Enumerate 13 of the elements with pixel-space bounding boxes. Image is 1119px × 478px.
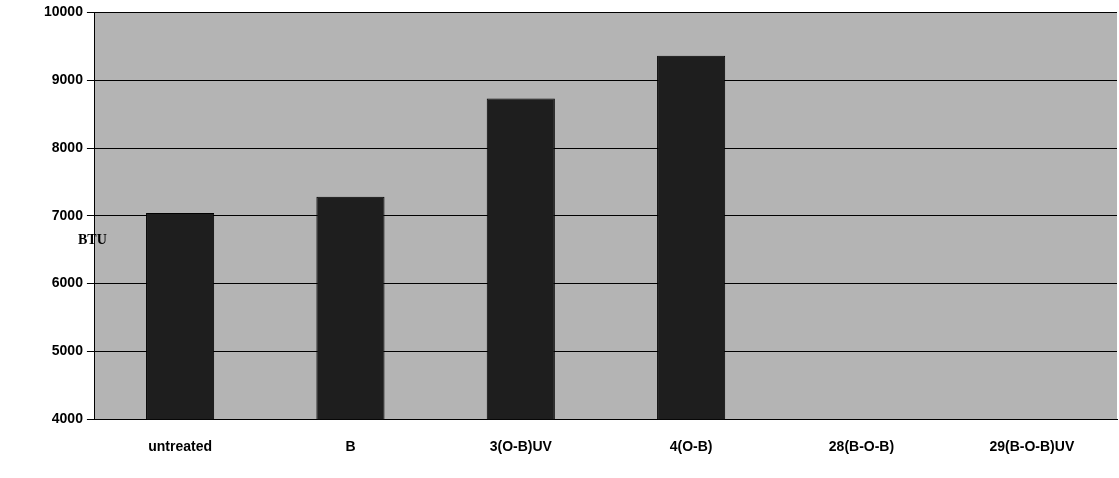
- y-tick-label: 9000: [51, 71, 84, 88]
- x-tick-label: 3(O-B)UV: [489, 438, 553, 455]
- y-tick-label: 7000: [51, 206, 84, 223]
- y-tick-label: 5000: [51, 342, 84, 359]
- x-tick-label: 28(B-O-B): [828, 438, 895, 455]
- y-tick-label: 10000: [43, 3, 84, 20]
- x-tick-label: untreated: [148, 438, 212, 455]
- x-tick-label: 4(O-B): [669, 438, 713, 455]
- y-tick-label: 4000: [51, 410, 84, 427]
- y-tick-label: 8000: [51, 138, 84, 155]
- y-tick-label: 6000: [51, 274, 84, 291]
- x-tick-label: B: [345, 438, 356, 455]
- x-tick-label: 29(B-O-B)UV: [989, 438, 1075, 455]
